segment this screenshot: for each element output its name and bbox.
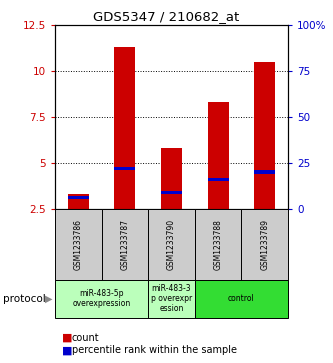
- Bar: [254, 170, 275, 174]
- Text: GSM1233786: GSM1233786: [74, 219, 83, 270]
- Text: ▶: ▶: [45, 294, 52, 303]
- Text: GSM1233789: GSM1233789: [260, 219, 269, 270]
- Text: count: count: [72, 333, 99, 343]
- Bar: [68, 196, 89, 199]
- Bar: [161, 148, 182, 209]
- Bar: [208, 178, 229, 181]
- Text: miR-483-3
p overexpr
ession: miR-483-3 p overexpr ession: [151, 284, 192, 314]
- Bar: [208, 102, 229, 209]
- Text: control: control: [228, 294, 255, 303]
- Bar: [115, 48, 136, 209]
- Text: GSM1233788: GSM1233788: [213, 219, 223, 270]
- Text: percentile rank within the sample: percentile rank within the sample: [72, 345, 236, 355]
- Text: GSM1233790: GSM1233790: [167, 219, 176, 270]
- Text: miR-483-5p
overexpression: miR-483-5p overexpression: [73, 289, 131, 308]
- Text: GDS5347 / 210682_at: GDS5347 / 210682_at: [93, 10, 240, 23]
- Bar: [161, 191, 182, 194]
- Text: protocol: protocol: [3, 294, 46, 303]
- Text: GSM1233787: GSM1233787: [120, 219, 130, 270]
- Bar: [115, 167, 136, 170]
- Text: ■: ■: [62, 333, 72, 343]
- Bar: [254, 62, 275, 209]
- Text: ■: ■: [62, 345, 72, 355]
- Bar: [68, 194, 89, 209]
